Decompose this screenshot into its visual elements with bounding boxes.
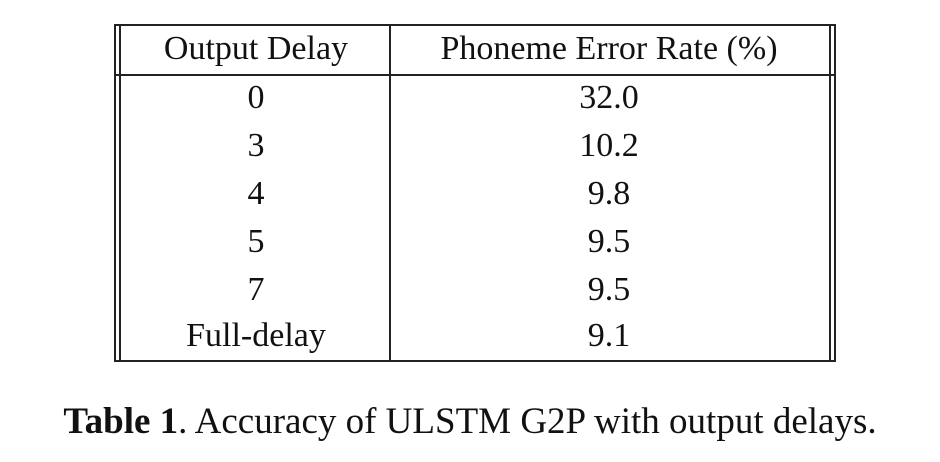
table-caption: Table 1. Accuracy of ULSTM G2P with outp… xyxy=(0,398,940,446)
table-caption-text: . Accuracy of ULSTM G2P with output dela… xyxy=(178,401,877,442)
table-cell-per: 32.0 xyxy=(579,79,639,116)
header-phoneme-error-rate: Phoneme Error Rate (%) xyxy=(440,30,778,67)
table-top-rule xyxy=(114,24,836,26)
table-border-right-inner xyxy=(829,24,831,362)
table-cell-per: 9.5 xyxy=(587,271,631,308)
table-cell-delay: 4 xyxy=(247,175,265,212)
results-table: Output Delay Phoneme Error Rate (%) 0 32… xyxy=(114,24,836,362)
table-border-left-inner xyxy=(119,24,121,362)
table-caption-label: Table 1 xyxy=(63,401,179,442)
table-header-rule xyxy=(114,74,836,76)
table-cell-delay: 7 xyxy=(247,271,265,308)
table-cell-per: 10.2 xyxy=(579,127,639,164)
table-cell-per: 9.5 xyxy=(587,223,631,260)
table-border-left-outer xyxy=(114,24,116,362)
table-column-separator xyxy=(389,24,391,362)
table-cell-per: 9.1 xyxy=(587,317,631,354)
table-cell-per: 9.8 xyxy=(587,175,631,212)
table-cell-delay: Full-delay xyxy=(186,317,326,354)
table-border-right-outer xyxy=(834,24,836,362)
table-cell-delay: 5 xyxy=(247,223,265,260)
table-bottom-rule xyxy=(114,360,836,362)
table-cell-delay: 0 xyxy=(247,79,265,116)
table-cell-delay: 3 xyxy=(247,127,265,164)
header-output-delay: Output Delay xyxy=(163,30,349,67)
